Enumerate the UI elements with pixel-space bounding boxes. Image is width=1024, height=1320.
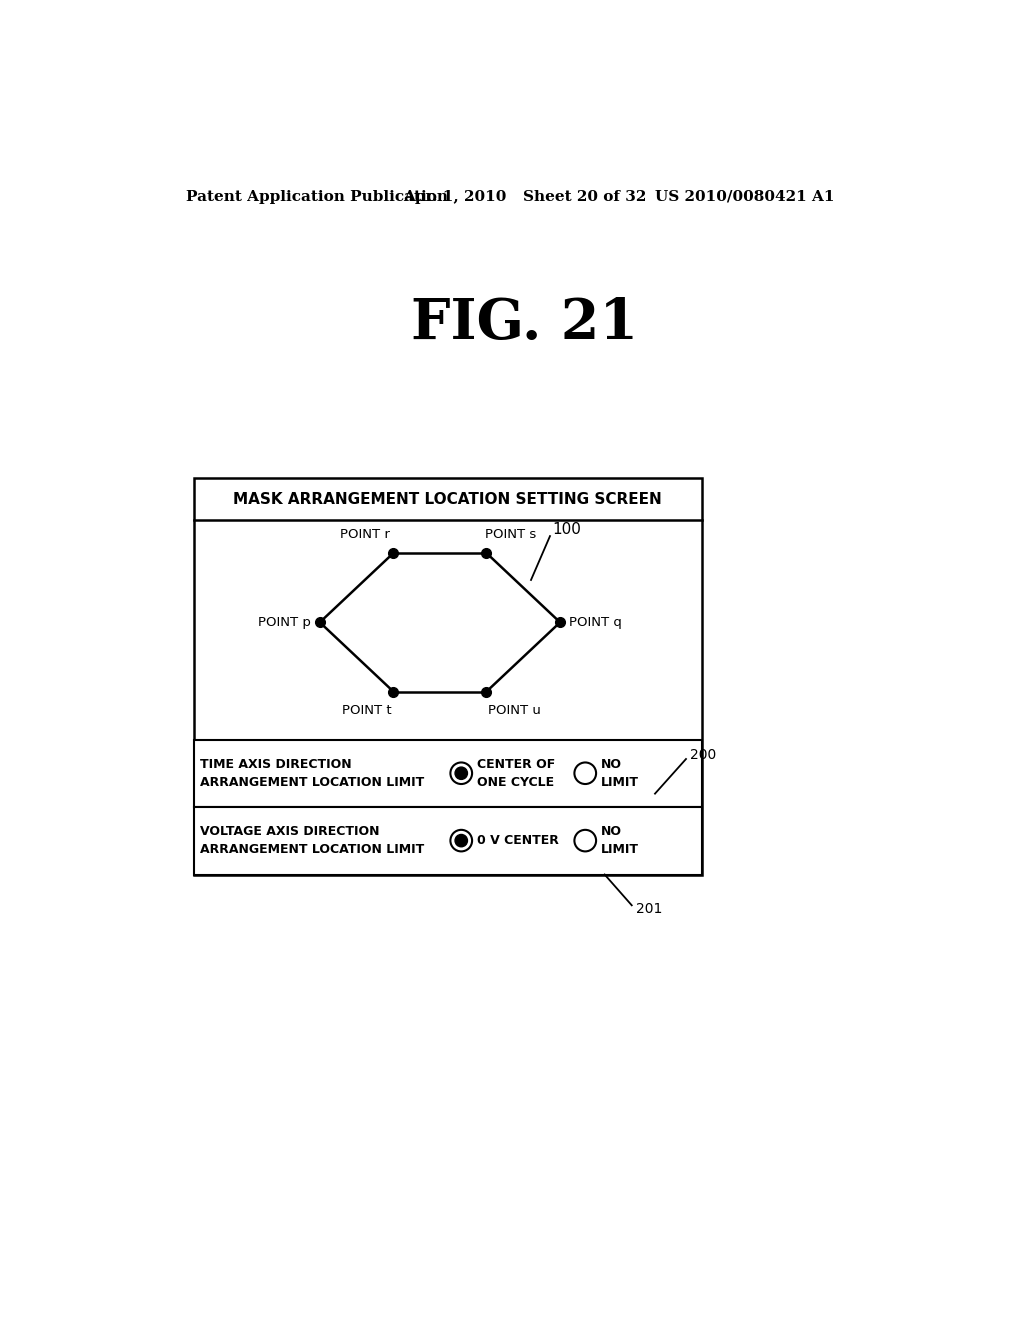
Text: CENTER OF
ONE CYCLE: CENTER OF ONE CYCLE (477, 758, 555, 789)
Bar (194, 478, 701, 875)
Text: VOLTAGE AXIS DIRECTION
ARRANGEMENT LOCATION LIMIT: VOLTAGE AXIS DIRECTION ARRANGEMENT LOCAT… (200, 825, 424, 857)
Circle shape (451, 763, 472, 784)
Circle shape (574, 830, 596, 851)
Text: POINT q: POINT q (569, 616, 623, 628)
Text: POINT p: POINT p (258, 616, 310, 628)
Text: NO
LIMIT: NO LIMIT (601, 758, 639, 789)
Bar (194, 807, 701, 875)
Text: POINT u: POINT u (488, 704, 541, 717)
Text: Patent Application Publication: Patent Application Publication (186, 190, 449, 203)
Text: FIG. 21: FIG. 21 (412, 297, 638, 351)
Text: Sheet 20 of 32: Sheet 20 of 32 (523, 190, 646, 203)
Text: TIME AXIS DIRECTION
ARRANGEMENT LOCATION LIMIT: TIME AXIS DIRECTION ARRANGEMENT LOCATION… (200, 758, 424, 789)
Text: 0 V CENTER: 0 V CENTER (477, 834, 559, 847)
Text: 201: 201 (636, 902, 662, 916)
Text: POINT t: POINT t (342, 704, 392, 717)
Text: MASK ARRANGEMENT LOCATION SETTING SCREEN: MASK ARRANGEMENT LOCATION SETTING SCREEN (233, 491, 663, 507)
Text: 100: 100 (552, 523, 582, 537)
Circle shape (455, 834, 467, 847)
Text: Apr. 1, 2010: Apr. 1, 2010 (403, 190, 507, 203)
Circle shape (455, 767, 467, 779)
Text: POINT r: POINT r (340, 528, 389, 541)
Text: POINT s: POINT s (485, 528, 537, 541)
Circle shape (451, 830, 472, 851)
Text: US 2010/0080421 A1: US 2010/0080421 A1 (655, 190, 835, 203)
Circle shape (574, 763, 596, 784)
Bar (194, 739, 701, 807)
Text: NO
LIMIT: NO LIMIT (601, 825, 639, 857)
Text: 200: 200 (690, 748, 716, 762)
